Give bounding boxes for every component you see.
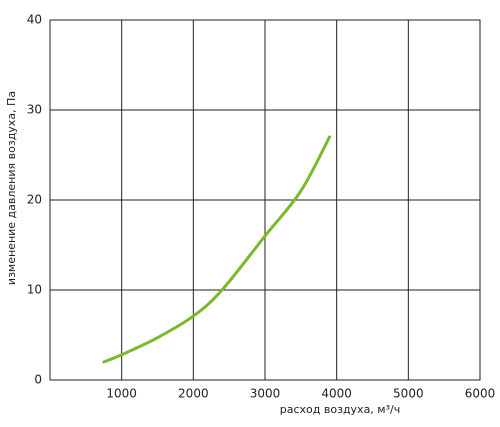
x-axis-label: расход воздуха, м³/ч <box>280 403 400 416</box>
x-tick-label: 6000 <box>465 387 496 401</box>
y-tick-label: 0 <box>34 373 42 387</box>
x-tick-label: 1000 <box>106 387 137 401</box>
y-tick-label: 20 <box>27 193 42 207</box>
x-tick-label: 2000 <box>178 387 209 401</box>
x-tick-label: 5000 <box>393 387 424 401</box>
y-tick-label: 40 <box>27 13 42 27</box>
x-tick-label: 4000 <box>321 387 352 401</box>
y-tick-label: 10 <box>27 283 42 297</box>
y-tick-label: 30 <box>27 103 42 117</box>
x-tick-label: 3000 <box>250 387 281 401</box>
y-axis-label: изменение давления воздуха, Па <box>5 91 18 285</box>
data-line <box>102 135 331 364</box>
